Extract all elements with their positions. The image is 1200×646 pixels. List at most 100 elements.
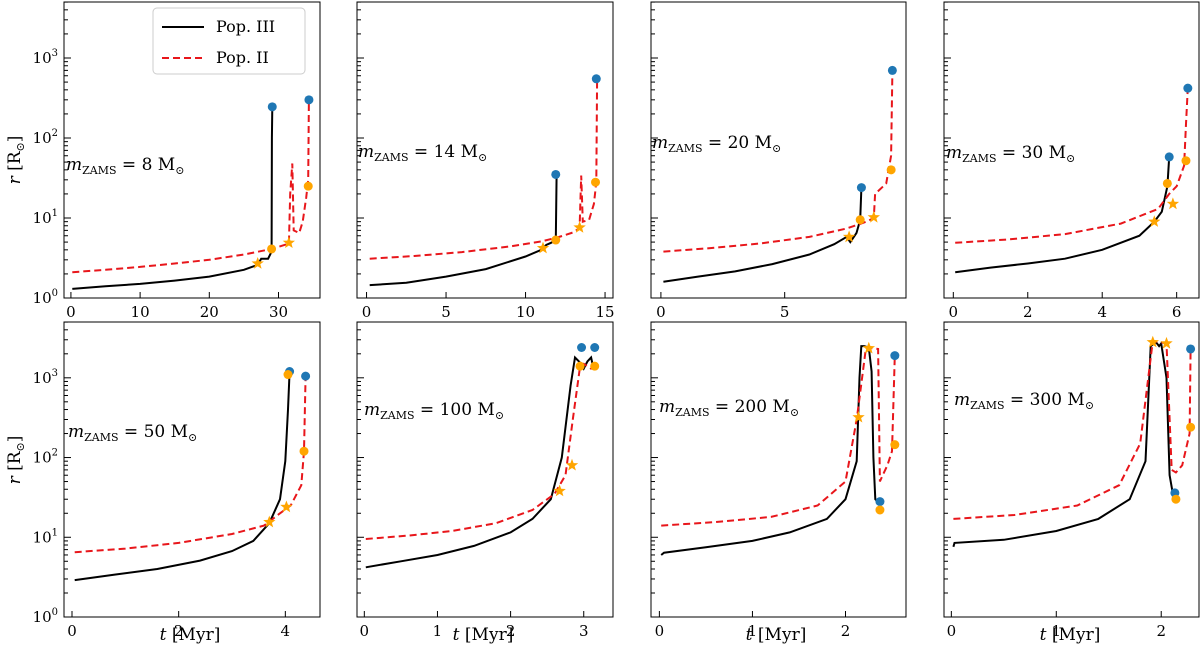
xtick-label: 0 [67, 622, 77, 640]
orange-point-marker [1171, 494, 1181, 504]
end-point-marker [590, 342, 600, 352]
xlabel-4: t [Myr] [1040, 625, 1101, 645]
star-marker [852, 410, 865, 423]
xtick-label: 15 [596, 303, 615, 321]
xtick-label: 30 [269, 303, 288, 321]
xtick-label: 4 [281, 622, 291, 640]
panel-mass-label: mZAMS = 14 M⊙ [358, 142, 487, 164]
xtick-label: 0 [655, 622, 665, 640]
axes-frame [356, 1, 614, 299]
star-marker [282, 236, 295, 248]
pop2-line [369, 78, 599, 260]
xtick-label: 1 [1052, 622, 1062, 640]
ytick-label: 101 [33, 527, 58, 546]
xtick-label: 2 [1156, 622, 1166, 640]
orange-point-marker [590, 361, 600, 371]
pop3-line [369, 174, 558, 287]
pop3-line [72, 106, 274, 290]
ylabel-symbol: r [5, 475, 25, 484]
panel-8: 0 1 2 mZAMS = 300 M⊙ [943, 321, 1200, 640]
axes-frame [943, 1, 1200, 299]
pop3-line [74, 371, 291, 582]
end-point-marker [1183, 83, 1193, 93]
orange-point-marker [283, 370, 293, 380]
panel-mass-label: mZAMS = 200 M⊙ [659, 397, 799, 419]
pop2-line [365, 362, 596, 540]
ylabel-unit: [R [5, 150, 25, 176]
ylabel-symbol: r [5, 175, 25, 184]
axes-frame [943, 321, 1200, 618]
panel-1: 100 101 102 103 0 10 20 30 mZAMS = 8 M⊙ [33, 1, 321, 321]
ytick-label: 102 [33, 448, 58, 467]
star-marker [842, 230, 856, 243]
end-point-marker [577, 342, 587, 352]
star-marker [1166, 197, 1180, 210]
star-marker [553, 484, 566, 497]
pop3-line [365, 355, 596, 569]
orange-point-marker [267, 244, 277, 254]
pop3-line [955, 156, 1171, 274]
orange-point-marker [299, 446, 309, 456]
end-point-marker [1164, 152, 1174, 162]
xtick-label: 6 [1172, 303, 1182, 321]
panel-4: 0 2 4 6 mZAMS = 30 M⊙ [943, 1, 1200, 321]
ytick-label: 101 [33, 208, 58, 227]
ylabel-bottom: r [R⊙] [5, 436, 27, 485]
xtick-label: 0 [947, 622, 957, 640]
star-marker [263, 515, 276, 528]
ylabel-sun: ⊙ [14, 442, 27, 451]
pop2-line [663, 70, 894, 253]
ylabel-top: r [R⊙] [5, 136, 27, 185]
xlabel-symbol: t [1040, 625, 1047, 645]
xlabel-unit: [Myr] [460, 625, 514, 645]
end-point-marker [890, 351, 900, 361]
xtick-label: 0 [360, 622, 370, 640]
star-marker [867, 210, 880, 223]
panel-mass-label: mZAMS = 8 M⊙ [66, 155, 184, 177]
xtick-label: 0 [656, 303, 666, 321]
xtick-label: 0 [949, 303, 959, 321]
star-marker [1160, 336, 1173, 349]
ytick-label: 100 [33, 607, 58, 626]
panel-mass-label: mZAMS = 100 M⊙ [364, 400, 504, 422]
orange-point-marker [890, 440, 900, 450]
end-point-marker [856, 183, 866, 193]
end-point-marker [875, 497, 885, 507]
panel-5: 100 101 102 103 0 2 4 mZAMS = 50 M⊙ [33, 321, 321, 640]
end-point-marker [1186, 344, 1196, 354]
pop3-line [663, 187, 863, 283]
ytick-label: 102 [33, 128, 58, 147]
star-marker [573, 221, 586, 233]
xlabel-2: t [Myr] [453, 625, 514, 645]
pop2-line [953, 339, 1192, 520]
panel-2: 0 5 10 15 mZAMS = 14 M⊙ [356, 1, 615, 321]
ytick-label: 103 [33, 368, 58, 387]
xtick-label: 1 [748, 622, 758, 640]
end-point-marker [591, 74, 601, 84]
pop2-line [955, 88, 1189, 244]
legend: Pop. III Pop. II [152, 7, 306, 75]
xtick-label: 2 [1023, 303, 1033, 321]
panel-7: 0 1 2 mZAMS = 200 M⊙ [650, 321, 907, 640]
panel-mass-label: mZAMS = 30 M⊙ [946, 143, 1075, 165]
xtick-label: 2 [174, 622, 184, 640]
xtick-label: 1 [433, 622, 443, 640]
orange-point-marker [551, 235, 561, 245]
xlabel-3: t [Myr] [746, 625, 807, 645]
orange-point-marker [886, 165, 896, 175]
ylabel-close: ] [5, 436, 25, 443]
xtick-label: 0 [66, 303, 76, 321]
star-marker [280, 500, 293, 513]
orange-point-marker [875, 505, 885, 515]
pop3-line [952, 340, 1175, 548]
xtick-label: 0 [362, 303, 372, 321]
panel-mass-label: mZAMS = 300 M⊙ [954, 390, 1094, 412]
xlabel-unit: [Myr] [167, 625, 221, 645]
end-point-marker [267, 102, 277, 112]
panel-mass-label: mZAMS = 20 M⊙ [652, 133, 781, 155]
orange-point-marker [1186, 422, 1196, 432]
end-point-marker [304, 95, 314, 105]
star-marker [565, 458, 579, 471]
